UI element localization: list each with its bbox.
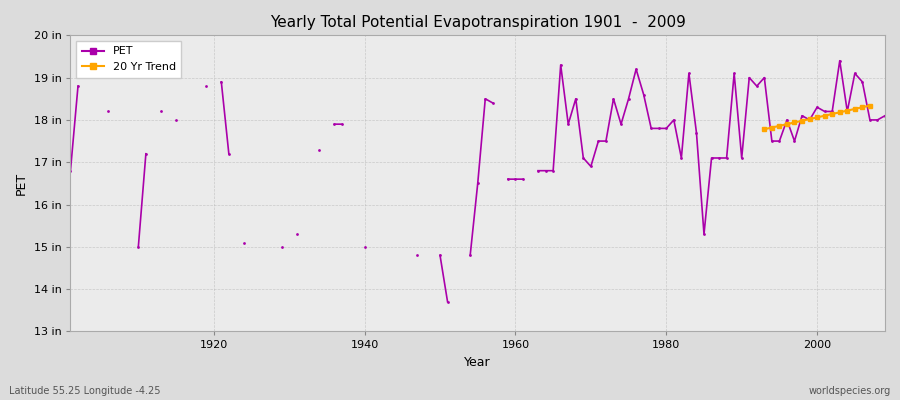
Text: Latitude 55.25 Longitude -4.25: Latitude 55.25 Longitude -4.25 bbox=[9, 386, 160, 396]
Legend: PET, 20 Yr Trend: PET, 20 Yr Trend bbox=[76, 41, 182, 78]
Title: Yearly Total Potential Evapotranspiration 1901  -  2009: Yearly Total Potential Evapotranspiratio… bbox=[270, 15, 686, 30]
X-axis label: Year: Year bbox=[464, 356, 491, 369]
Y-axis label: PET: PET bbox=[15, 172, 28, 195]
Text: worldspecies.org: worldspecies.org bbox=[809, 386, 891, 396]
